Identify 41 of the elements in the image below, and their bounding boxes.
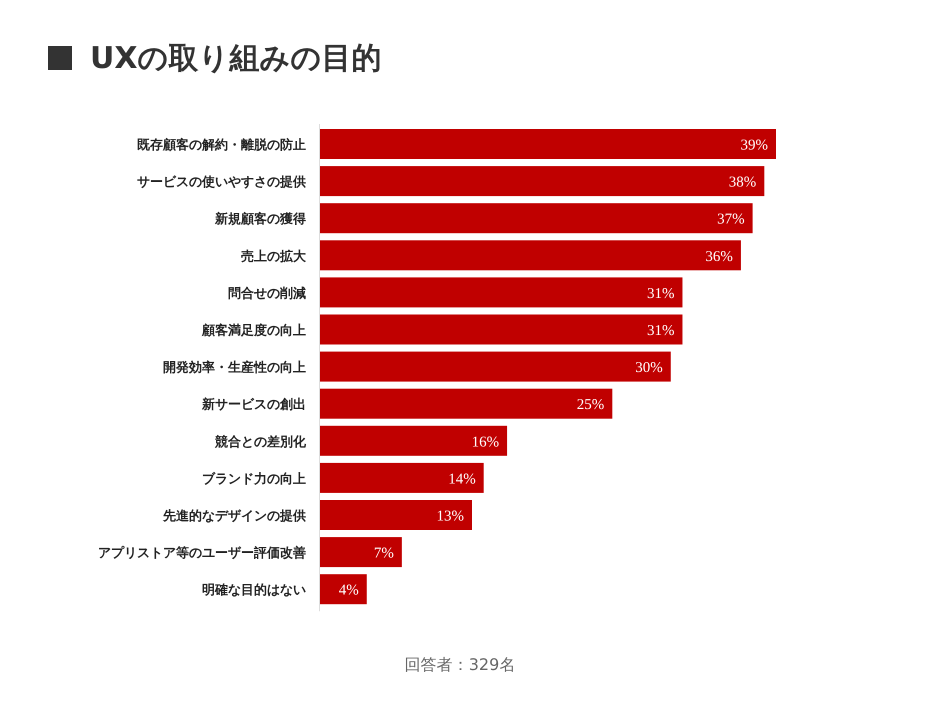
bar — [320, 426, 508, 456]
data-label: 16% — [472, 434, 500, 450]
bar — [320, 352, 671, 382]
data-label: 25% — [576, 397, 604, 414]
data-label: 13% — [436, 508, 464, 524]
y-tick-label: サービスの使いやすさの提供 — [137, 175, 306, 190]
bar — [320, 388, 612, 419]
text: 回答者：329名 — [404, 655, 516, 674]
bar — [320, 537, 402, 568]
y-tick-label: 明確な目的はない — [202, 583, 306, 598]
y-tick-label: 顧客満足度の向上 — [201, 322, 306, 338]
y-tick-label: ブランド力の向上 — [202, 470, 306, 487]
y-tick-label: 問合せの削減 — [228, 285, 306, 302]
data-label: 14% — [448, 471, 476, 488]
bar — [320, 462, 484, 493]
y-tick-label: アプリストア等のユーザー評価改善 — [98, 545, 306, 562]
bar — [320, 500, 472, 530]
bar — [320, 129, 776, 159]
data-label: 39% — [740, 138, 768, 154]
data-label: 4% — [338, 582, 359, 599]
bar — [320, 574, 367, 604]
data-label: 38% — [728, 174, 756, 191]
y-tick-label: 先進的なデザインの提供 — [162, 509, 306, 524]
bar — [320, 203, 753, 234]
data-label: 31% — [646, 323, 674, 339]
data-label: 30% — [635, 360, 663, 376]
bar — [320, 277, 682, 308]
bar — [320, 314, 682, 344]
y-tick-label: 開発効率・生産性の向上 — [163, 360, 306, 376]
data-label: 37% — [717, 212, 745, 228]
data-label: 7% — [374, 546, 394, 562]
bar — [320, 240, 741, 270]
y-tick-label: 既存顧客の解約・離脱の防止 — [137, 137, 306, 153]
bar — [320, 166, 764, 196]
y-tick-label: 競合との差別化 — [214, 434, 307, 450]
y-tick-label: 新サービスの創出 — [201, 396, 306, 413]
data-label: 36% — [705, 248, 733, 265]
y-tick-label: 新規顧客の獲得 — [214, 211, 306, 228]
chart-title: UXの取り組みの目的 — [90, 41, 382, 76]
data-label: 31% — [646, 286, 674, 302]
y-tick-label: 売上の拡大 — [241, 248, 307, 264]
